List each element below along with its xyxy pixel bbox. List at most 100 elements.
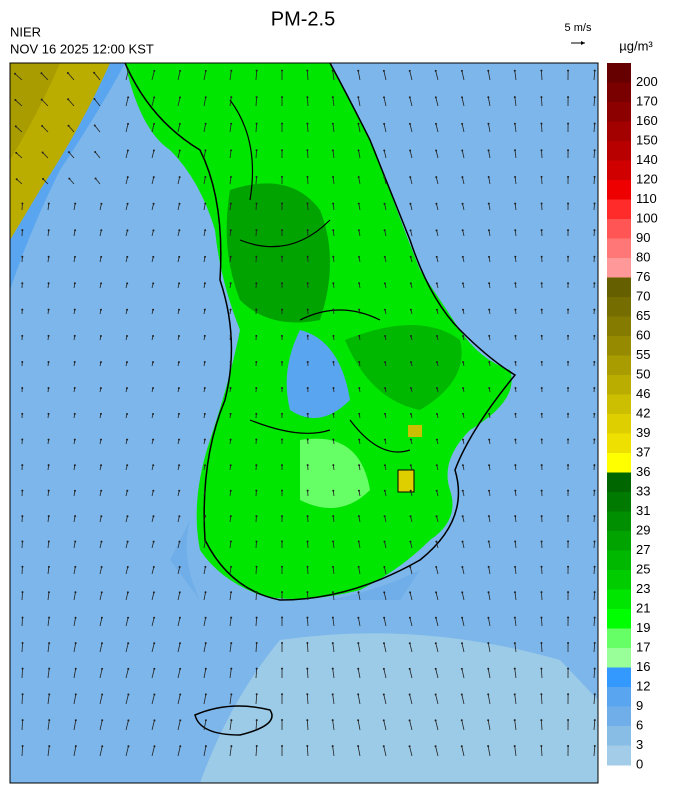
wind-arrowhead xyxy=(307,229,309,231)
wind-arrowhead xyxy=(383,617,385,619)
wind-arrowhead xyxy=(488,464,490,466)
wind-arrowhead xyxy=(48,642,50,644)
wind-arrowhead xyxy=(383,566,385,568)
wind-arrowhead xyxy=(255,229,257,231)
wind-arrowhead xyxy=(230,693,232,695)
wind-arrowhead xyxy=(332,693,334,695)
wind-arrowhead xyxy=(74,413,76,415)
wind-arrowhead xyxy=(152,256,154,258)
wind-arrowhead xyxy=(594,591,596,593)
wind-arrowhead xyxy=(41,125,43,127)
wind-arrowhead xyxy=(514,361,516,363)
wind-arrowhead xyxy=(567,642,569,644)
wind-arrowhead xyxy=(21,203,23,205)
wind-arrowhead xyxy=(179,566,181,568)
wind-arrowhead xyxy=(101,642,103,644)
wind-arrowhead xyxy=(230,229,232,231)
wind-arrowhead xyxy=(594,96,596,98)
wind-arrowhead xyxy=(435,668,437,670)
wind-arrowhead xyxy=(67,72,69,74)
wind-arrowhead xyxy=(514,309,516,311)
wind-arrowhead xyxy=(127,541,129,543)
wind-arrowhead xyxy=(205,745,207,747)
datetime: NOV 16 2025 12:00 KST xyxy=(10,41,154,56)
colorbar-label: 150 xyxy=(636,132,658,147)
wind-arrowhead xyxy=(281,591,283,593)
wind-arrowhead xyxy=(435,149,437,151)
wind-arrowhead xyxy=(101,566,103,568)
wind-arrowhead xyxy=(255,387,257,389)
wind-arrowhead xyxy=(461,70,463,72)
wind-arrowhead xyxy=(179,96,181,98)
wind-arrowhead xyxy=(567,591,569,593)
wind-arrowhead xyxy=(307,464,309,466)
wind-arrowhead xyxy=(152,282,154,284)
wind-arrowhead xyxy=(204,387,206,389)
wind-arrowhead xyxy=(384,515,386,517)
wind-arrowhead xyxy=(307,515,309,517)
colorbar-label: 29 xyxy=(636,522,650,537)
wind-arrowhead xyxy=(332,566,334,568)
wind-arrowhead xyxy=(409,566,411,568)
wind-arrowhead xyxy=(230,490,232,492)
wind-arrowhead xyxy=(126,309,128,311)
wind-arrowhead xyxy=(48,617,50,619)
wind-arrowhead xyxy=(230,515,232,517)
wind-arrowhead xyxy=(358,282,360,284)
wind-arrowhead xyxy=(21,566,23,568)
wind-arrowhead xyxy=(357,719,359,721)
wind-arrowhead xyxy=(462,361,464,363)
wind-arrowhead xyxy=(179,149,181,151)
wind-arrowhead xyxy=(541,413,543,415)
wind-arrowhead xyxy=(384,282,386,284)
colorbar-label: 46 xyxy=(636,386,650,401)
wind-arrowhead xyxy=(256,149,258,151)
wind-arrowhead xyxy=(204,541,206,543)
wind-arrowhead xyxy=(540,745,542,747)
colorbar-swatch xyxy=(607,258,631,278)
wind-arrowhead xyxy=(514,490,516,492)
wind-arrowhead xyxy=(409,668,411,670)
wind-arrowhead xyxy=(48,387,50,389)
wind-arrowhead xyxy=(74,282,76,284)
wind-arrowhead xyxy=(153,123,155,125)
wind-arrowhead xyxy=(487,668,489,670)
wind-arrowhead xyxy=(593,229,595,231)
colorbar-label: 50 xyxy=(636,366,650,381)
wind-arrowhead xyxy=(541,309,543,311)
wind-arrowhead xyxy=(540,693,542,695)
wind-arrowhead xyxy=(488,387,490,389)
colorbar-label: 42 xyxy=(636,405,650,420)
wind-arrowhead xyxy=(384,439,386,441)
wind-arrowhead xyxy=(22,693,24,695)
wind-arrowhead xyxy=(67,98,69,100)
wind-arrowhead xyxy=(204,203,206,205)
wind-arrowhead xyxy=(126,361,128,363)
wind-arrowhead xyxy=(514,123,516,125)
wind-arrowhead xyxy=(74,361,76,363)
wind-arrowhead xyxy=(593,439,595,441)
wind-arrowhead xyxy=(179,617,181,619)
wind-arrowhead xyxy=(567,70,569,72)
wind-arrowhead xyxy=(281,203,283,205)
wind-arrowhead xyxy=(306,591,308,593)
wind-arrowhead xyxy=(179,642,181,644)
colorbar-swatch xyxy=(607,434,631,454)
colorbar-swatch xyxy=(607,141,631,161)
wind-arrowhead xyxy=(461,566,463,568)
wind-arrowhead xyxy=(594,70,596,72)
wind-arrowhead xyxy=(204,515,206,517)
wind-arrowhead xyxy=(409,149,411,151)
colorbar-swatch xyxy=(607,219,631,239)
wind-arrowhead xyxy=(204,566,206,568)
wind-arrowhead xyxy=(230,540,232,542)
wind-arrowhead xyxy=(436,464,438,466)
wind-arrowhead xyxy=(153,617,155,619)
wind-arrowhead xyxy=(567,668,569,670)
wind-arrowhead xyxy=(461,694,463,696)
wind-arrowhead xyxy=(256,70,258,72)
wind-arrowhead xyxy=(100,413,102,415)
wind-arrowhead xyxy=(204,413,206,415)
wind-arrowhead xyxy=(74,387,76,389)
wind-arrowhead xyxy=(384,464,386,466)
